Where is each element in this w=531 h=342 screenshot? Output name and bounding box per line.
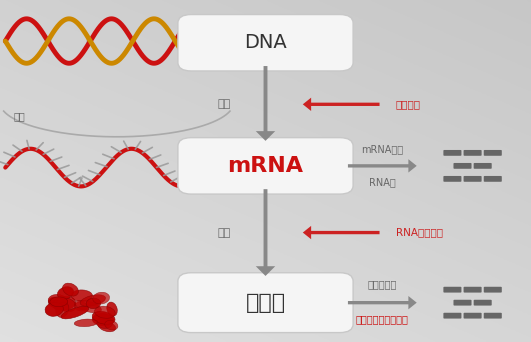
FancyBboxPatch shape xyxy=(464,176,482,182)
FancyBboxPatch shape xyxy=(484,150,502,156)
FancyBboxPatch shape xyxy=(178,138,353,194)
Ellipse shape xyxy=(61,306,89,319)
Ellipse shape xyxy=(53,297,75,311)
FancyBboxPatch shape xyxy=(443,287,461,293)
Text: RNA结合蛋白: RNA结合蛋白 xyxy=(396,227,443,238)
Ellipse shape xyxy=(74,302,88,311)
Ellipse shape xyxy=(71,290,92,302)
Ellipse shape xyxy=(50,297,67,307)
Ellipse shape xyxy=(56,302,69,317)
FancyBboxPatch shape xyxy=(464,313,482,319)
Ellipse shape xyxy=(107,302,117,316)
Text: mRNA降解: mRNA降解 xyxy=(361,144,404,154)
Ellipse shape xyxy=(57,287,73,299)
Text: 蛋白质: 蛋白质 xyxy=(245,293,286,313)
FancyBboxPatch shape xyxy=(443,176,461,182)
Text: 翻译: 翻译 xyxy=(218,227,231,238)
FancyBboxPatch shape xyxy=(443,150,461,156)
Ellipse shape xyxy=(63,283,79,296)
FancyBboxPatch shape xyxy=(474,300,492,306)
FancyBboxPatch shape xyxy=(178,273,353,332)
Ellipse shape xyxy=(92,314,114,326)
Ellipse shape xyxy=(86,298,101,308)
Text: RNA酶: RNA酶 xyxy=(369,177,396,188)
Text: DNA: DNA xyxy=(244,33,287,52)
Ellipse shape xyxy=(74,319,98,327)
Ellipse shape xyxy=(105,320,118,330)
Text: 蛋白质降解相关酶类: 蛋白质降解相关酶类 xyxy=(356,314,409,324)
Text: 转录: 转录 xyxy=(218,99,231,109)
FancyBboxPatch shape xyxy=(464,150,482,156)
Ellipse shape xyxy=(95,306,115,318)
FancyBboxPatch shape xyxy=(453,163,472,169)
Text: 转录因子: 转录因子 xyxy=(396,99,421,109)
Ellipse shape xyxy=(75,300,101,313)
Text: 核膜: 核膜 xyxy=(13,111,25,121)
Ellipse shape xyxy=(93,292,109,304)
FancyBboxPatch shape xyxy=(464,287,482,293)
Ellipse shape xyxy=(97,317,113,328)
FancyBboxPatch shape xyxy=(484,287,502,293)
Ellipse shape xyxy=(45,302,63,316)
FancyBboxPatch shape xyxy=(484,176,502,182)
FancyBboxPatch shape xyxy=(474,163,492,169)
Text: 蛋白质降解: 蛋白质降解 xyxy=(367,279,397,289)
FancyBboxPatch shape xyxy=(453,300,472,306)
FancyBboxPatch shape xyxy=(443,313,461,319)
Ellipse shape xyxy=(80,295,106,306)
Ellipse shape xyxy=(98,321,116,332)
Ellipse shape xyxy=(48,297,65,308)
FancyBboxPatch shape xyxy=(484,313,502,319)
Ellipse shape xyxy=(56,298,76,312)
Ellipse shape xyxy=(48,294,67,307)
FancyBboxPatch shape xyxy=(178,14,353,71)
Ellipse shape xyxy=(92,311,115,324)
Text: mRNA: mRNA xyxy=(227,156,304,176)
